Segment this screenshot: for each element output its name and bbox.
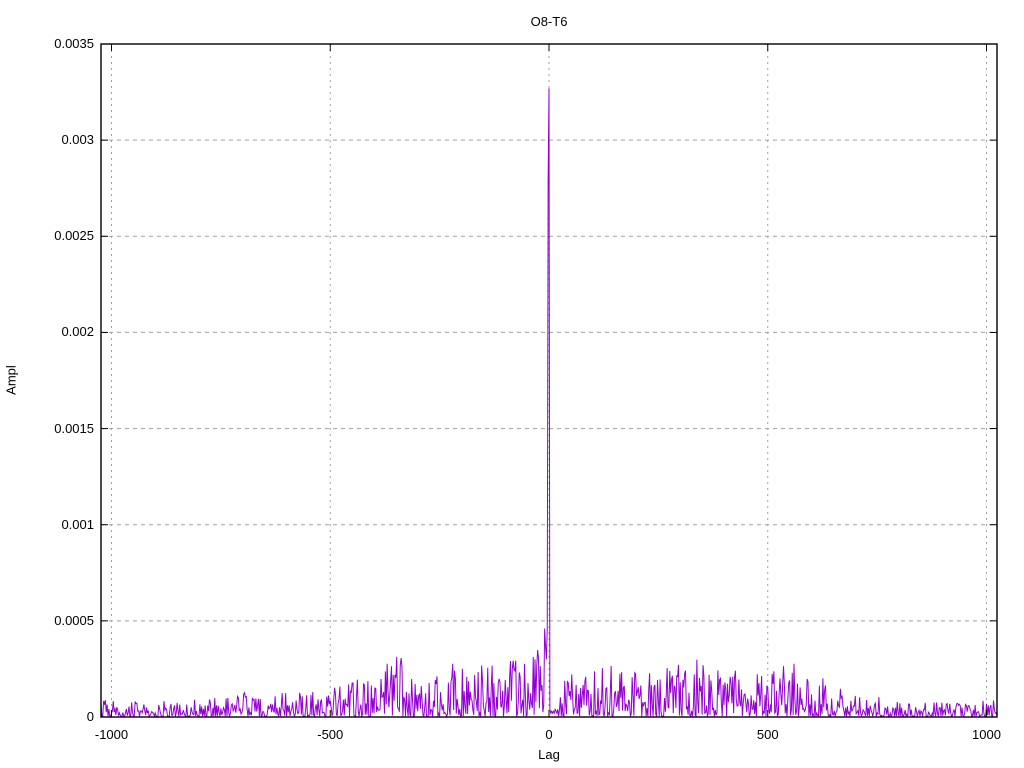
y-tick-label: 0.0015 (54, 420, 94, 436)
x-tick-label: 0 (545, 727, 553, 742)
plot-border (100, 43, 998, 718)
y-tick-label: 0.002 (61, 324, 94, 340)
y-tick-label: 0.0005 (54, 612, 94, 628)
x-axis-label: Lag (538, 747, 560, 762)
y-axis-label: Ampl (3, 365, 19, 395)
x-tick-label: -1000 (94, 727, 129, 742)
y-tick-label: 0 (86, 709, 94, 724)
y-tick-label: 0.001 (61, 516, 94, 532)
y-tick-label: 0.003 (61, 132, 94, 148)
y-tick-label: 0.0025 (54, 228, 94, 244)
data-series-line (100, 88, 998, 719)
y-tick-label: 0.0035 (54, 36, 94, 51)
chart-title: O8-T6 (530, 14, 568, 29)
x-tick-label: -500 (317, 727, 344, 742)
x-tick-label: 500 (756, 727, 779, 742)
x-tick-label: 1000 (972, 727, 1001, 742)
